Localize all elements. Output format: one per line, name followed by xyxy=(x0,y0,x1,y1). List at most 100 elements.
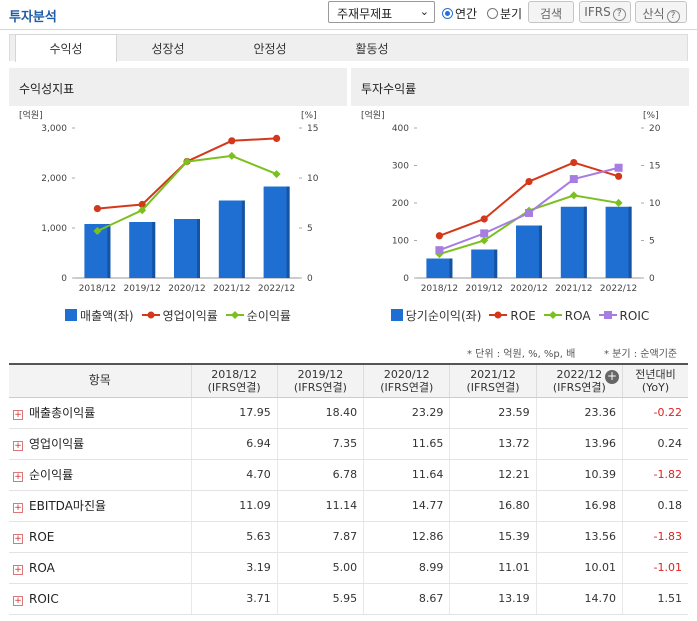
table-row: + ROE 5.63 7.87 12.86 15.39 13.56 -1.83 xyxy=(9,521,688,553)
bar-shade xyxy=(241,200,245,278)
tab-activity[interactable]: 활동성 xyxy=(355,42,389,56)
right-tick-label: 15 xyxy=(649,162,660,172)
radio-quarter[interactable]: 분기 xyxy=(487,5,522,22)
page-title: 투자분석 xyxy=(9,10,57,25)
line-point xyxy=(614,198,623,207)
formula-button[interactable]: 산식? xyxy=(635,1,687,23)
search-button[interactable]: 검색 xyxy=(528,1,574,23)
investment-return-panel: 투자수익률 [억원] [%] 0 100 200 300 400 0 5 10 15 20 2018/1… xyxy=(351,68,689,328)
right-tick-label: 10 xyxy=(307,174,319,184)
cell-value: 13.96 xyxy=(535,428,623,460)
bar xyxy=(605,206,632,278)
line-point xyxy=(525,208,533,217)
cell-value: 14.77 xyxy=(363,490,450,522)
column-header: 전년대비 (YoY) xyxy=(621,363,688,398)
expand-icon[interactable]: + xyxy=(13,595,23,606)
ratio-table: 항목 2018/12 (IFRS연결) 2019/12 (IFRS연결) 2020/12(… xyxy=(9,363,688,615)
legend-item: 당기순이익(좌) xyxy=(390,307,481,324)
right-axis-unit: [%] xyxy=(643,111,659,121)
right-tick-label: 0 xyxy=(307,274,313,284)
expand-icon[interactable]: + xyxy=(13,533,23,544)
expand-icon[interactable]: + xyxy=(13,410,23,420)
cell-value: 11.64 xyxy=(363,459,450,491)
cell-value: 16.98 xyxy=(535,490,623,522)
column-header: 2022/12 (IFRS연결) + xyxy=(535,363,623,398)
x-tick-label: 2020/12 xyxy=(168,284,205,294)
column-header: 2019/12 (IFRS연결) xyxy=(276,363,364,398)
cell-value: 14.70 xyxy=(535,583,623,615)
panel-title: 투자수익률 xyxy=(351,68,689,106)
tab-stability[interactable]: 안정성 xyxy=(253,42,287,56)
cell-value: 4.70 xyxy=(190,459,278,491)
tab-profitability[interactable]: 수익성 xyxy=(15,34,117,62)
ifrs-button[interactable]: IFRS? xyxy=(579,1,631,23)
cell-value: -1.82 xyxy=(621,459,688,491)
line-point xyxy=(615,172,623,180)
legend-item: ROA xyxy=(543,309,591,323)
legend-swatch xyxy=(390,309,403,321)
expand-icon[interactable]: + xyxy=(13,441,23,451)
left-tick-label: 200 xyxy=(392,199,409,209)
expand-icon[interactable]: + xyxy=(13,503,23,513)
left-axis-unit: [억원] xyxy=(361,109,385,121)
table-row: + ROIC 3.71 5.95 8.67 13.19 14.70 1.51 xyxy=(9,583,688,615)
cell-value: 3.19 xyxy=(190,552,278,584)
bar-shade xyxy=(494,249,498,278)
table-row: + EBITDA마진율 11.09 11.14 14.77 16.80 16.98 0.18 xyxy=(9,490,688,522)
right-axis-unit: [%] xyxy=(301,111,317,121)
statement-select[interactable]: 주재무제표 ⌄ xyxy=(328,1,435,23)
radio-annual[interactable]: 연간 xyxy=(442,5,477,22)
cell-value: 15.39 xyxy=(449,521,537,553)
cell-value: 6.94 xyxy=(190,428,278,460)
cell-value: 18.40 xyxy=(276,397,364,429)
radio-off-icon xyxy=(487,8,498,19)
column-header: 항목 xyxy=(9,363,191,398)
line-point xyxy=(435,232,443,240)
expand-icon[interactable]: + xyxy=(13,472,23,482)
left-tick-label: 100 xyxy=(392,237,409,247)
row-header: + ROA xyxy=(9,552,191,584)
radio-on-icon xyxy=(442,8,453,19)
line-point xyxy=(569,191,578,200)
bar-shade xyxy=(583,206,587,278)
right-tick-label: 5 xyxy=(649,237,655,247)
line-point xyxy=(138,206,147,215)
add-column-icon[interactable]: + xyxy=(604,369,619,384)
cell-value: 13.56 xyxy=(535,521,623,553)
legend-item: ROIC xyxy=(598,309,649,323)
cell-value: 7.87 xyxy=(276,521,364,553)
line-point xyxy=(570,158,578,167)
cell-value: 7.35 xyxy=(276,428,364,460)
bar-shade xyxy=(539,225,542,278)
cell-value: 23.29 xyxy=(363,397,450,429)
tab-growth[interactable]: 성장성 xyxy=(151,42,185,56)
legend-label: 영업이익률 xyxy=(162,309,218,323)
bar xyxy=(174,219,200,278)
x-tick-label: 2021/12 xyxy=(213,284,250,294)
x-tick-label: 2018/12 xyxy=(421,284,458,294)
x-tick-label: 2022/12 xyxy=(258,284,295,294)
line-point xyxy=(93,205,101,213)
bar-shade xyxy=(286,186,290,278)
cell-value: 8.99 xyxy=(363,552,450,584)
line-point xyxy=(614,163,623,172)
table-row: + ROA 3.19 5.00 8.99 11.01 10.01 -1.01 xyxy=(9,552,688,584)
cell-value: 8.67 xyxy=(363,583,450,615)
row-header: + ROIC xyxy=(9,583,191,615)
legend-item: 순이익률 xyxy=(225,307,291,324)
cell-value: 11.14 xyxy=(276,490,364,522)
legend-swatch xyxy=(65,309,78,321)
legend-label: 순이익률 xyxy=(246,309,291,323)
line-point xyxy=(138,200,146,209)
row-label: 영업이익률 xyxy=(29,437,85,451)
left-tick-label: 0 xyxy=(403,274,409,284)
row-header: + ROE xyxy=(9,521,191,553)
column-header: 2020/12 (IFRS연결) xyxy=(363,363,450,398)
expand-icon[interactable]: + xyxy=(13,564,23,575)
row-header: + EBITDA마진율 xyxy=(9,490,191,522)
right-tick-label: 0 xyxy=(649,274,655,284)
row-label: ROE xyxy=(29,529,55,544)
legend-item: ROE xyxy=(489,309,536,323)
column-header: 2018/12 (IFRS연결) xyxy=(190,363,278,398)
investment-return-chart: [억원] [%] 0 100 200 300 400 0 5 10 15 20 2018/12 2019/… xyxy=(361,109,661,294)
